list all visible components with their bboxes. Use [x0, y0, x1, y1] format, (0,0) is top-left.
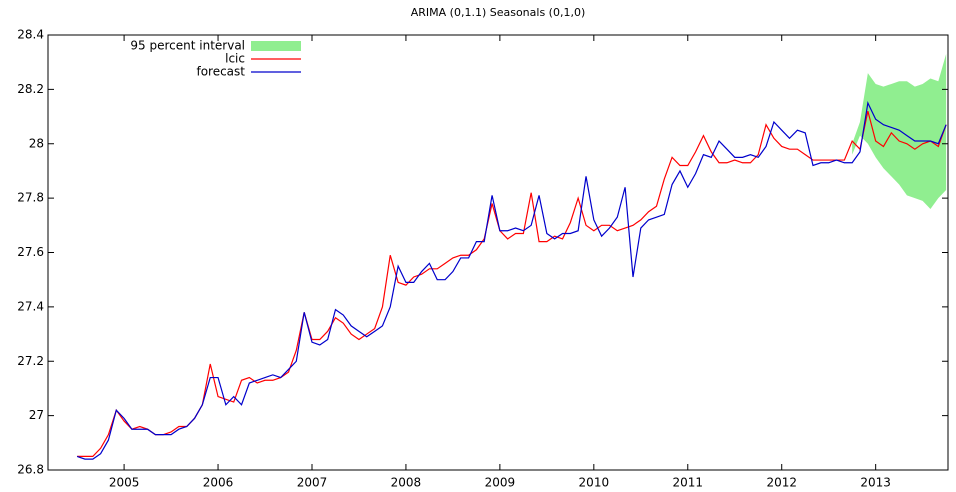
x-tick-label: 2007	[297, 476, 328, 490]
legend-label: 95 percent interval	[130, 39, 245, 53]
x-tick-label: 2010	[579, 476, 610, 490]
chart-title: ARIMA (0,1.1) Seasonals (0,1,0)	[411, 6, 586, 19]
x-tick-label: 2008	[391, 476, 422, 490]
x-tick-label: 2013	[860, 476, 891, 490]
y-tick-label: 26.8	[17, 463, 44, 477]
legend-swatch	[251, 41, 301, 51]
y-tick-label: 28.4	[17, 28, 44, 42]
plot-frame	[47, 34, 949, 471]
interval-band	[852, 54, 947, 209]
y-tick-label: 28.2	[17, 82, 44, 96]
y-tick-label: 27.2	[17, 354, 44, 368]
y-tick-label: 28	[29, 136, 44, 150]
y-tick-label: 27.8	[17, 191, 44, 205]
x-tick-label: 2011	[672, 476, 703, 490]
legend-label: forecast	[196, 65, 245, 79]
y-tick-label: 27	[29, 408, 44, 422]
series-line	[77, 110, 947, 458]
x-tick-label: 2012	[766, 476, 797, 490]
y-tick-label: 27.4	[17, 299, 44, 313]
x-tick-label: 2005	[109, 476, 140, 490]
x-tick-label: 2006	[203, 476, 234, 490]
x-tick-label: 2009	[485, 476, 516, 490]
y-tick-label: 27.6	[17, 245, 44, 259]
legend-label: lcic	[225, 52, 245, 66]
series-line	[76, 100, 947, 460]
